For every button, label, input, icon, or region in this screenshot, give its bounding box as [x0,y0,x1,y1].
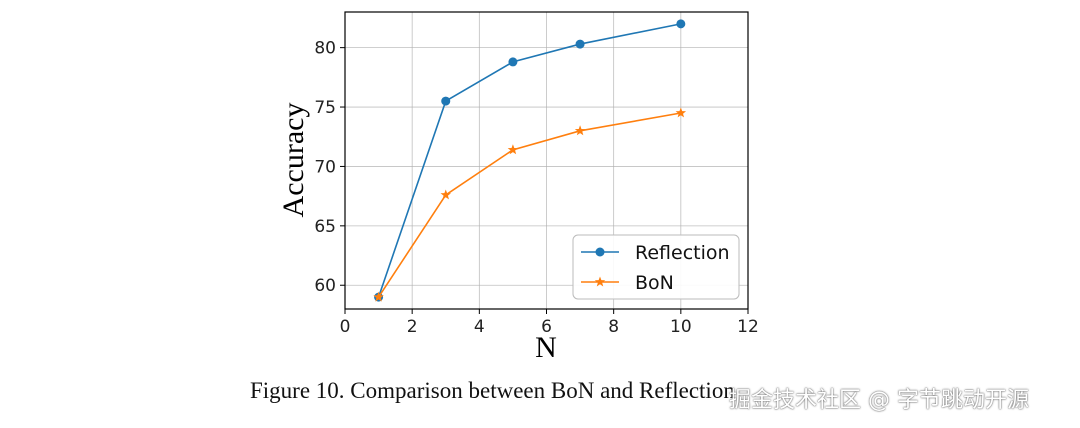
axis-ticks: 0 2 4 6 8 10 12 60 65 70 75 80 [314,39,758,337]
x-tick-label: 2 [407,317,418,337]
data-point-bon [675,107,687,118]
x-tick-label: 4 [474,317,485,337]
figure-caption: Figure 10. Comparison between BoN and Re… [250,378,735,403]
y-tick-label: 60 [314,276,336,296]
y-tick-label: 80 [314,39,336,59]
x-tick-label: 10 [670,317,692,337]
series-layer [373,19,687,302]
legend: Reflection BoN [572,234,740,300]
watermark: 掘金技术社区 @ 字节跳动开源 [729,388,1029,413]
data-point-bon [574,125,586,136]
legend-marker-reflection [595,247,605,257]
grid-lines [344,12,749,309]
data-point-reflection [441,96,451,106]
legend-box [572,234,740,300]
y-tick-label: 70 [314,157,336,177]
data-point-reflection [508,57,518,67]
x-tick-label: 6 [541,317,552,337]
data-point-bon [507,144,519,155]
data-point-reflection [676,19,686,29]
data-point-bon [440,189,451,200]
data-point-reflection [575,39,585,49]
y-tick-label: 75 [314,98,336,118]
legend-label-bon: BoN [635,272,674,294]
x-axis-title: N [535,331,557,364]
y-axis-title: Accuracy [277,103,310,218]
data-point-bon [373,291,384,302]
x-tick-label: 8 [608,317,619,337]
legend-marker-bon [594,276,606,287]
x-tick-label: 0 [340,317,351,337]
y-tick-label: 65 [314,217,336,237]
legend-label-reflection: Reflection [635,242,730,264]
series-bon [373,107,687,302]
x-tick-label: 12 [737,317,759,337]
